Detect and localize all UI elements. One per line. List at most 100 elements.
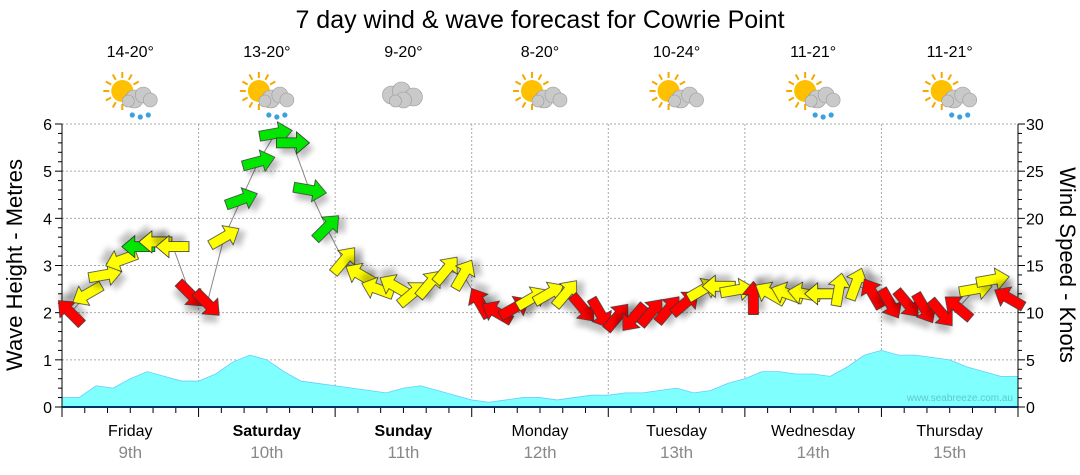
date-label: 9th — [118, 443, 142, 462]
rain-drop — [266, 112, 272, 118]
sun-ray — [810, 74, 816, 81]
cloud-puff — [142, 92, 158, 108]
sun-ray — [105, 80, 112, 86]
date-label: 13th — [660, 443, 693, 462]
wind-arrow — [586, 295, 612, 328]
wind-arrow — [845, 267, 869, 302]
cloud-puff — [668, 94, 681, 108]
y-axis-right-label: Wind Speed - Knots — [1055, 167, 1080, 363]
sun-ray — [947, 74, 953, 81]
cloud-puff — [825, 92, 841, 108]
sun-cloud-drizzle-icon — [922, 72, 978, 120]
sun-ray — [931, 74, 937, 81]
sun-cloud-rain-icon — [786, 72, 841, 120]
sun-ray — [794, 74, 800, 81]
y-tick-left: 3 — [43, 259, 52, 276]
wind-arrow — [223, 187, 258, 211]
sun-ray — [241, 96, 249, 102]
wind-arrow — [602, 303, 629, 334]
sun-ray — [521, 101, 527, 108]
sun-ray — [248, 101, 254, 108]
cloud-puff — [962, 92, 978, 108]
rain-drop — [957, 114, 963, 120]
sun-ray — [651, 80, 658, 86]
wind-arrow — [329, 247, 356, 277]
wind-arrow — [292, 178, 327, 203]
sun-ray — [815, 80, 823, 86]
wind-arrow — [701, 274, 736, 299]
rain-drop — [129, 112, 135, 118]
wind-arrow — [892, 287, 919, 317]
wind-arrow — [550, 280, 578, 310]
rain-drop — [828, 112, 834, 118]
sun-ray — [111, 74, 117, 81]
sun-cloud-icon — [649, 72, 704, 110]
temperature-label: 11-21° — [790, 44, 836, 61]
y-tick-right: 0 — [1026, 400, 1035, 417]
y-tick-left: 1 — [43, 353, 52, 370]
sun-ray — [788, 96, 795, 102]
temperature-label: 14-20° — [107, 44, 154, 61]
day-label: Sunday — [375, 423, 433, 440]
y-tick-left: 6 — [43, 117, 52, 134]
rain-drop — [812, 112, 818, 118]
temperature-label: 13-20° — [243, 44, 290, 61]
wind-arrow — [622, 301, 649, 331]
day-label: Saturday — [233, 423, 302, 440]
rain-drop — [282, 112, 288, 118]
date-label: 10th — [250, 443, 283, 462]
y-tick-right: 25 — [1026, 164, 1044, 181]
date-label: 12th — [523, 443, 556, 462]
sun-ray — [952, 80, 959, 86]
cloud-puff — [804, 94, 818, 108]
day-label: Friday — [108, 423, 152, 440]
cloud-puff — [389, 94, 402, 108]
temperature-label: 10-24° — [653, 44, 700, 61]
wind-arrow — [191, 287, 220, 316]
day-label: Wednesday — [771, 423, 855, 440]
sun-ray — [794, 101, 800, 108]
wind-arrow — [87, 262, 123, 286]
y-tick-right: 10 — [1026, 306, 1044, 323]
rain-drop — [949, 112, 955, 118]
y-tick-right: 20 — [1026, 211, 1044, 228]
cloud-icon — [382, 81, 423, 109]
y-tick-left: 4 — [43, 211, 52, 228]
sun-ray — [521, 74, 527, 81]
sun-ray — [127, 74, 133, 81]
sun-ray — [674, 74, 679, 81]
y-tick-right: 30 — [1026, 117, 1044, 134]
chart-title: 7 day wind & wave forecast for Cowrie Po… — [295, 6, 784, 34]
wind-arrow — [155, 234, 190, 259]
sun-ray — [105, 96, 112, 102]
wind-arrow — [827, 272, 852, 308]
sun-ray — [931, 101, 937, 108]
sun-ray — [679, 80, 686, 86]
sun-ray — [658, 74, 663, 81]
y-tick-right: 15 — [1026, 259, 1044, 276]
rain-drop — [820, 114, 826, 120]
sun-ray — [264, 74, 270, 81]
wind-arrow — [276, 131, 311, 155]
sun-ray — [241, 80, 249, 86]
sun-ray — [515, 80, 522, 86]
watermark: www.seabreeze.com.au — [906, 393, 1013, 404]
y-tick-right: 5 — [1026, 353, 1035, 370]
wind-arrow — [72, 280, 105, 306]
wind-arrow — [877, 286, 903, 319]
sun-ray — [788, 80, 795, 86]
temperature-label: 11-21° — [927, 44, 973, 61]
rain-drop — [145, 112, 151, 118]
cloud-puff — [258, 94, 272, 108]
sun-ray — [537, 74, 543, 81]
sun-cloud-rain-icon — [103, 72, 158, 120]
cloud-puff — [552, 92, 568, 108]
date-label: 11th — [388, 443, 420, 462]
sun-ray — [542, 80, 549, 86]
temperature-label: 8-20° — [521, 44, 559, 61]
wind-arrow — [994, 286, 1027, 312]
date-label: 14th — [797, 443, 830, 462]
cloud-puff — [121, 94, 135, 108]
